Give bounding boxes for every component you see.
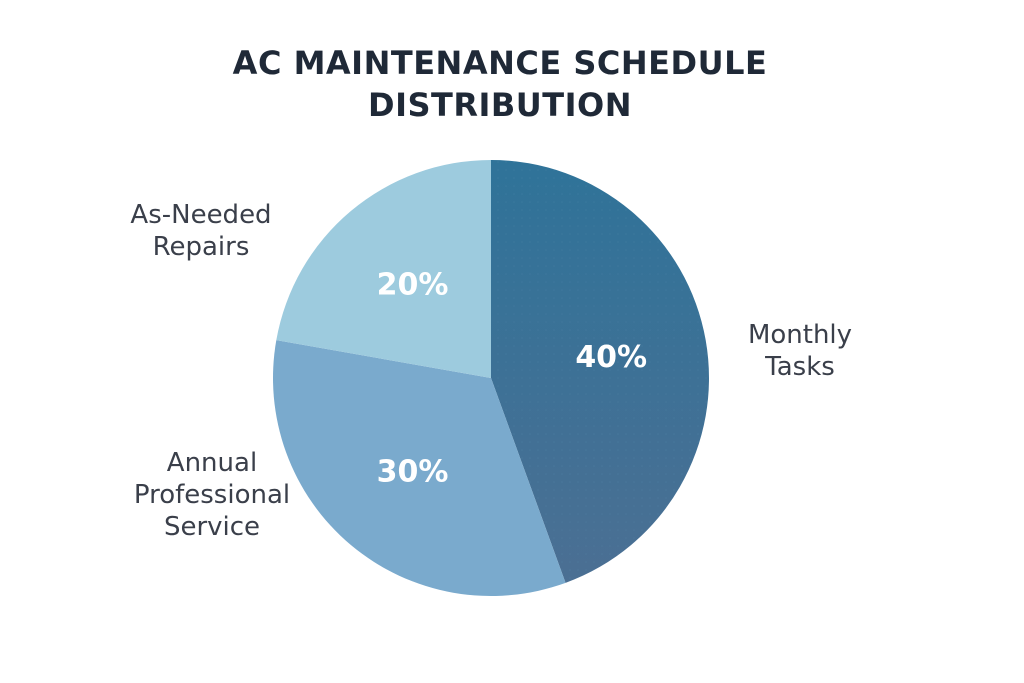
slice-category-label: Repairs <box>153 232 250 262</box>
pie-slice-annual-professional-service <box>273 340 566 596</box>
slice-percent-label: 40% <box>575 340 647 375</box>
slice-category-label: Monthly <box>748 320 852 350</box>
slice-category-label: Service <box>164 512 260 542</box>
slice-category-label: Annual <box>167 448 257 478</box>
slice-category-label: Tasks <box>764 352 835 382</box>
slice-category-label: As-Needed <box>130 200 271 230</box>
slice-percent-label: 30% <box>377 455 449 490</box>
chart-title: AC MAINTENANCE SCHEDULE DISTRIBUTION <box>0 42 1000 126</box>
chart-title-line-1: AC MAINTENANCE SCHEDULE <box>232 44 768 82</box>
chart-title-line-2: DISTRIBUTION <box>368 86 632 124</box>
pie-slice-as-needed-repairs <box>276 160 491 378</box>
slice-category-label: Professional <box>134 480 290 510</box>
pie-slices <box>273 160 709 596</box>
pie-slice-texture <box>491 160 709 583</box>
slice-percent-label: 20% <box>377 267 449 302</box>
